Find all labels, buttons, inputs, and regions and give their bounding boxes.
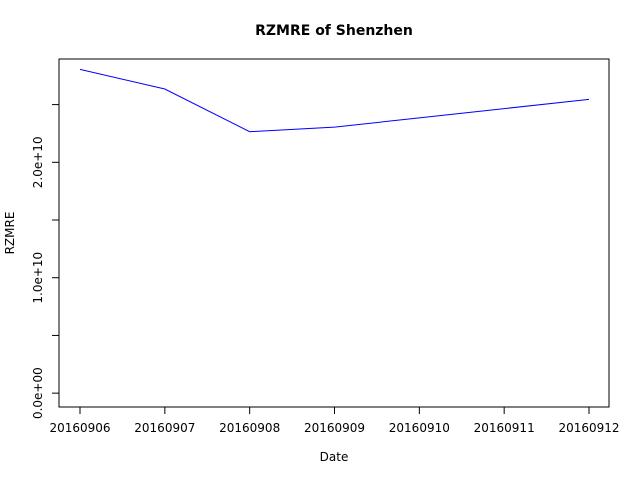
chart-title: RZMRE of Shenzhen [255,23,413,39]
x-axis: 20160906 20160907 20160908 20160909 20160910… [49,407,620,435]
plot-frame [58,58,610,408]
y-tick-label: 0.0e+00 [31,367,45,419]
x-axis-label: Date [320,450,349,464]
series-line [79,68,590,133]
x-tick-label: 20160906 [49,421,110,435]
y-tick-label: 2.0e+10 [31,136,45,188]
y-axis: 0.0e+00 1.0e+10 2.0e+10 [31,104,59,419]
x-tick-label: 20160911 [474,421,535,435]
series-layer [79,68,590,133]
x-tick-label: 20160912 [558,421,619,435]
x-tick-label: 20160907 [134,421,195,435]
x-tick-label: 20160909 [304,421,365,435]
y-tick-label: 1.0e+10 [31,252,45,304]
x-tick-label: 20160908 [219,421,280,435]
y-axis-label: RZMRE [3,212,17,255]
x-tick-label: 20160910 [389,421,450,435]
